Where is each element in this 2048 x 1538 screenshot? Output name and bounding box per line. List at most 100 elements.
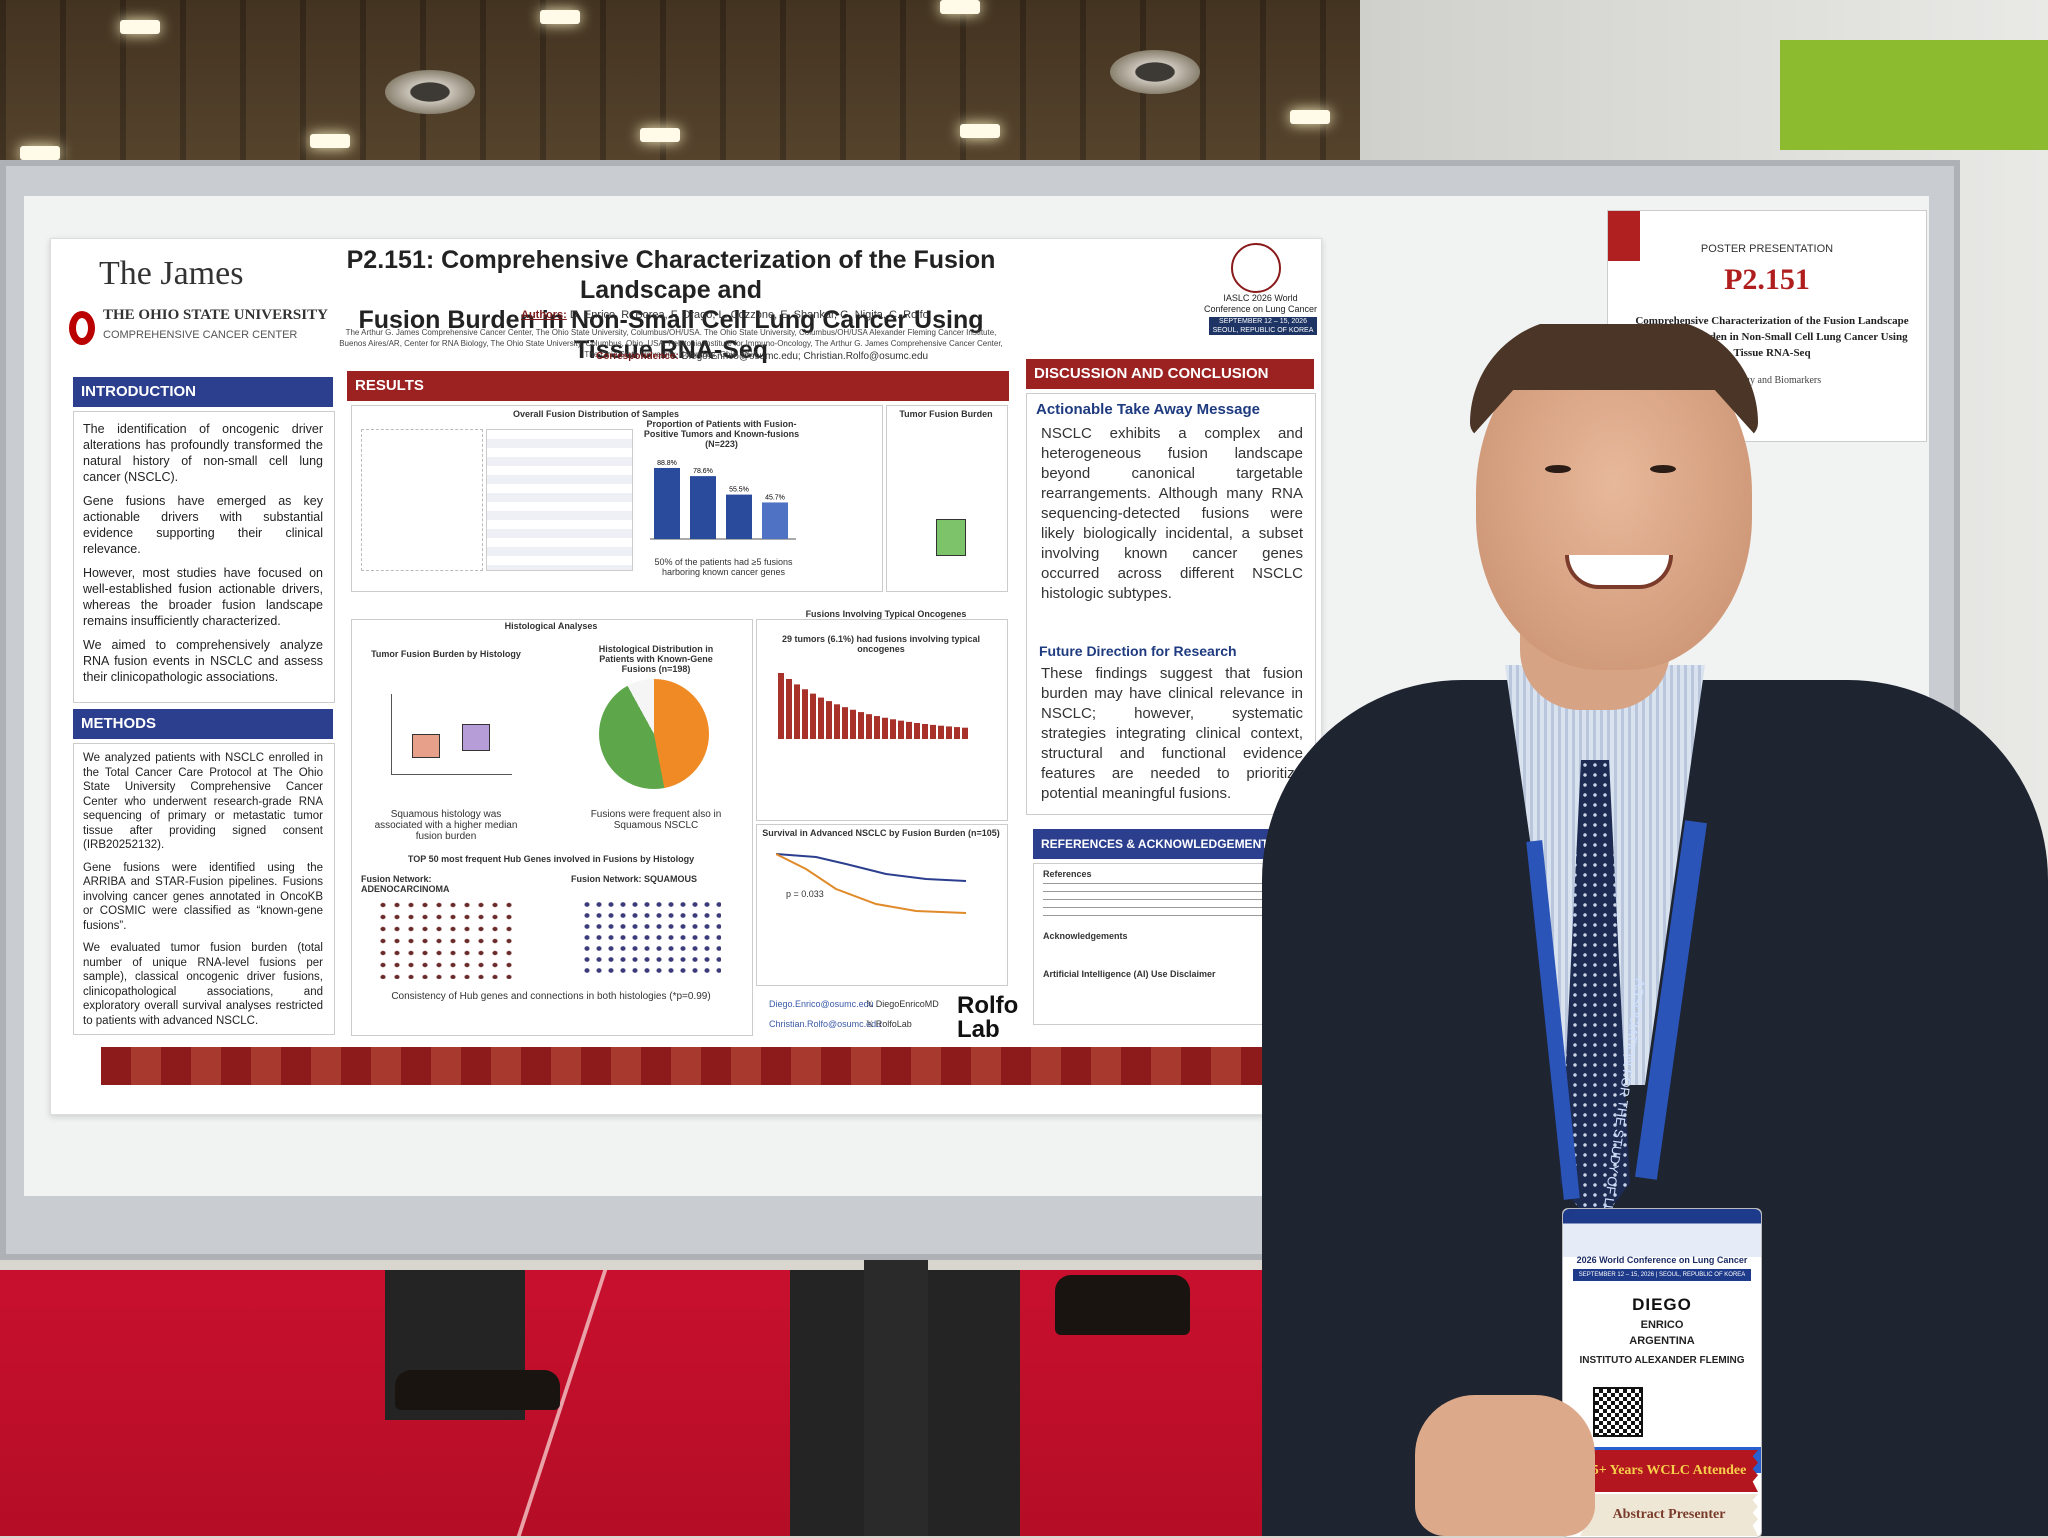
oncogene-bar <box>938 725 944 739</box>
card-label: POSTER PRESENTATION <box>1700 243 1834 255</box>
histology-a-note: Squamous histology was associated with a… <box>374 809 518 842</box>
tumor-burden-panel <box>886 405 1008 592</box>
histology-b-title: Histological Distribution in Patients wi… <box>598 644 714 674</box>
ceiling-light <box>940 0 980 14</box>
x-logo-icon: 𝕏 <box>866 999 876 1009</box>
oncogene-bar <box>858 712 864 739</box>
university-name: THE OHIO STATE UNIVERSITY <box>103 307 328 323</box>
histology-pie-chart <box>599 679 709 789</box>
results-fig1-title: Overall Fusion Distribution of Samples <box>512 409 680 419</box>
network-note: Consistency of Hub genes and connections… <box>391 991 711 1002</box>
person-hand <box>1415 1395 1595 1536</box>
cancer-center-name: COMPREHENSIVE CANCER CENTER <box>103 329 298 341</box>
contact-email-2[interactable]: Christian.Rolfo@osumc.edu <box>769 1019 882 1029</box>
authors-label: Authors: <box>521 309 567 321</box>
references-label: References <box>1043 869 1092 879</box>
ceiling-light <box>310 134 350 148</box>
visitor-shoe <box>395 1370 560 1410</box>
histology-header: Histological Analyses <box>504 621 598 631</box>
oncogene-bar <box>922 723 928 739</box>
ceiling-light <box>540 10 580 24</box>
intro-paragraph: The identification of oncogenic driver a… <box>83 422 323 484</box>
contact-handle-2[interactable]: 𝕏 RolfoLab <box>866 1019 912 1030</box>
oncogene-title: Fusions Involving Typical Oncogenes <box>796 609 976 619</box>
badge-first-name: DIEGO <box>1632 1295 1692 1314</box>
boxplot-adenocarcinoma <box>412 734 440 758</box>
flowchart-diagram <box>361 429 483 571</box>
green-wall-panel <box>1780 40 2048 150</box>
rolfo-lab-logo: Rolfo Lab <box>957 992 1019 1043</box>
intro-panel <box>73 411 335 703</box>
authors: Authors: D. Enrico, R. Borea, F. Drago, … <box>521 309 929 321</box>
poster-title-line1: P2.151: Comprehensive Characterization o… <box>346 246 996 304</box>
intro-text: The identification of oncogenic driver a… <box>83 421 323 693</box>
oncogene-bar <box>946 726 952 739</box>
poster-title: P2.151: Comprehensive Characterization o… <box>336 245 1006 365</box>
oncogene-bar <box>794 684 800 739</box>
card-track: Biology and Biomarkers <box>1722 375 1822 386</box>
results-proportion-title: Proportion of Patients with Fusion-Posit… <box>643 419 800 449</box>
oncogene-bar <box>826 701 832 739</box>
takeaway-heading: Actionable Take Away Message <box>1036 401 1260 418</box>
ceiling-light <box>120 20 160 34</box>
oncogene-bar <box>786 679 792 739</box>
results-header: RESULTS <box>347 371 1009 401</box>
oncogene-bar <box>842 707 848 739</box>
boxplot-squamous <box>462 724 490 751</box>
contact-email-1[interactable]: Diego.Enrico@osumc.edu <box>769 999 874 1009</box>
results-proportion-note: 50% of the patients had ≥5 fusions harbo… <box>654 557 793 577</box>
badge-conference: 2026 World Conference on Lung Cancer <box>1576 1255 1748 1265</box>
references-lines <box>1043 883 1293 923</box>
references-header: REFERENCES & ACKNOWLEDGEMENTS <box>1033 829 1303 859</box>
oncogene-bar <box>890 719 896 739</box>
survival-pvalue: p = 0.033 <box>786 889 824 899</box>
ack-label: Acknowledgements <box>1043 931 1128 941</box>
board-pole <box>864 1260 928 1536</box>
network-title: TOP 50 most frequent Hub Genes involved … <box>407 854 695 864</box>
fusion-network-squamous <box>581 899 721 979</box>
survival-title: Survival in Advanced NSCLC by Fusion Bur… <box>762 828 1000 838</box>
chart-data-label: 78.6% <box>693 468 713 475</box>
correspondence-emails: Diego.Enrico@osumc.edu; Christian.Rolfo@… <box>681 351 929 362</box>
contact-handle-1[interactable]: 𝕏 DiegoEnricoMD <box>866 999 939 1010</box>
methods-paragraph: We evaluated tumor fusion burden (total … <box>83 942 323 1027</box>
chart-bar <box>654 467 680 539</box>
ceiling-light <box>1290 110 1330 124</box>
person-smile <box>1565 555 1673 589</box>
chart-data-label: 45.7% <box>765 494 785 501</box>
burden-boxplot <box>936 519 966 556</box>
oncogene-bar <box>834 704 840 739</box>
card-header-decoration <box>1608 211 1926 261</box>
oncogene-bar <box>906 721 912 739</box>
oncogene-bar <box>802 689 808 739</box>
takeaway-text: NSCLC exhibits a complex and heterogeneo… <box>1041 425 1303 602</box>
oncogene-bar <box>954 727 960 739</box>
characteristics-table <box>486 429 633 571</box>
intro-paragraph: However, most studies have focused on we… <box>83 566 323 628</box>
ceiling-light <box>20 146 60 160</box>
methods-text: We analyzed patients with NSCLC enrolled… <box>83 751 323 1036</box>
oncogene-bar <box>810 693 816 739</box>
person-eye <box>1650 465 1676 473</box>
person-eye <box>1545 465 1571 473</box>
oncogene-bar <box>778 673 784 739</box>
methods-paragraph: Gene fusions were identified using the A… <box>83 861 323 932</box>
conference-logo-icon <box>1231 243 1281 293</box>
intro-header: INTRODUCTION <box>73 377 333 407</box>
oncogene-bar-chart <box>778 673 968 739</box>
chart-data-label: 88.8% <box>657 460 677 467</box>
institution-name: The James <box>99 255 244 292</box>
affiliations: The Arthur G. James Comprehensive Cancer… <box>339 328 1003 359</box>
badge-ribbon-attendee: 5+ Years WCLC Attendee <box>1580 1450 1758 1492</box>
chart-bar <box>690 476 716 539</box>
survival-curve <box>776 853 967 914</box>
scientific-poster: The James THE OHIO STATE UNIVERSITY COMP… <box>50 238 1322 1115</box>
ceiling-light <box>640 128 680 142</box>
chart-bar <box>726 494 752 539</box>
intro-paragraph: Gene fusions have emerged as key actiona… <box>83 494 323 556</box>
oncogene-bar <box>866 714 872 739</box>
chart-bar <box>762 502 788 539</box>
contact-handle-2-text: RolfoLab <box>875 1019 912 1029</box>
card-poster-number: P2.151 <box>1724 263 1810 296</box>
histology-boxplot <box>391 694 512 775</box>
